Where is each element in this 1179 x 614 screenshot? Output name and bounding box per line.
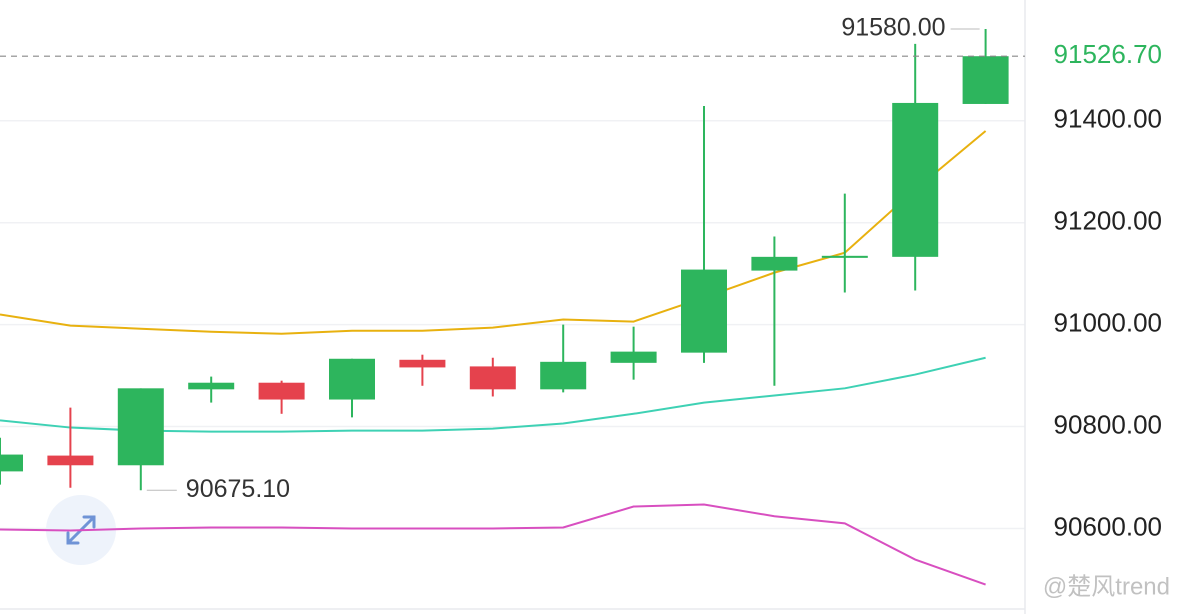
- y-tick-label: 90800.00: [1054, 409, 1162, 439]
- y-tick-label: 91400.00: [1054, 104, 1162, 134]
- candle-body: [892, 102, 939, 257]
- low-marker-label: 90675.10: [186, 475, 290, 503]
- ma-line: [0, 356, 986, 433]
- watermark: @楚风trend: [1043, 573, 1170, 600]
- candle-body: [751, 256, 798, 271]
- candle-body: [821, 255, 868, 258]
- last-price-label: 91526.70: [1054, 39, 1162, 69]
- candle-body: [329, 358, 375, 400]
- candle-body: [258, 382, 305, 400]
- y-tick-label: 91200.00: [1054, 206, 1162, 236]
- candle-body: [681, 269, 727, 353]
- candle-body: [188, 382, 235, 390]
- ma-line: [0, 130, 987, 335]
- ma-line: [0, 503, 986, 586]
- candle-body: [962, 56, 1009, 104]
- candle-body: [469, 366, 516, 390]
- candle-body: [0, 454, 23, 472]
- candle-body: [540, 361, 587, 390]
- y-tick-label: 90600.00: [1054, 511, 1162, 541]
- candle-body: [117, 388, 164, 466]
- candle-body: [47, 455, 94, 466]
- candle-body: [610, 351, 657, 363]
- candle-body: [399, 359, 446, 368]
- high-marker-label: 91580.00: [841, 14, 945, 42]
- y-tick-label: 91000.00: [1054, 307, 1162, 337]
